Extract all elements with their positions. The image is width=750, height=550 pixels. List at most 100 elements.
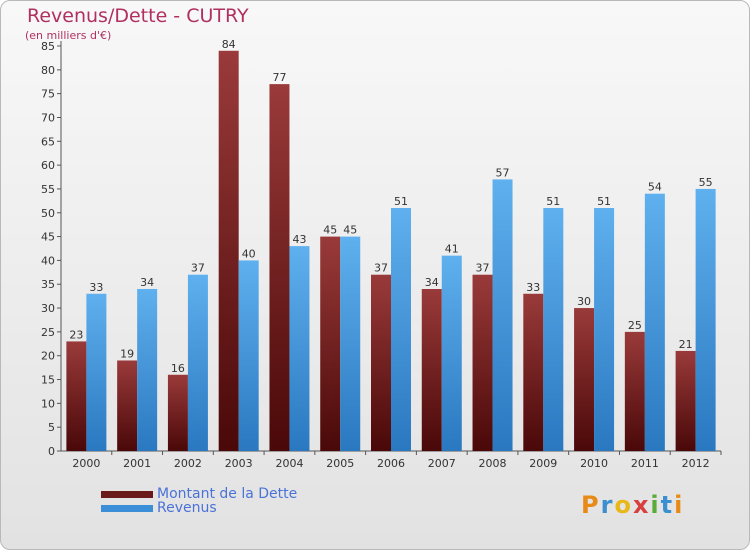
bar-revenus	[289, 246, 310, 451]
x-tick-label: 2010	[580, 457, 608, 470]
bar-dette	[574, 308, 595, 451]
data-label: 34	[140, 276, 154, 289]
bar-revenus	[340, 236, 361, 451]
y-tick-label: 70	[41, 111, 55, 124]
bar-dette	[675, 350, 696, 451]
legend-label-revenus: Revenus	[157, 500, 217, 516]
y-tick-label: 20	[41, 350, 55, 363]
bar-dette	[371, 274, 391, 451]
data-label: 37	[191, 262, 205, 275]
bar-revenus	[543, 208, 564, 451]
data-label: 84	[222, 38, 236, 51]
bar-revenus	[594, 208, 615, 451]
bar-dette	[523, 293, 544, 451]
bar-revenus	[238, 260, 259, 451]
chart-subtitle: (en milliers d'€)	[25, 29, 112, 42]
bar-dette	[472, 274, 493, 451]
logo-letter: t	[660, 491, 675, 519]
data-label: 45	[323, 224, 337, 237]
data-label: 40	[242, 247, 256, 260]
bar-revenus	[492, 179, 513, 452]
logo-letter: i	[650, 491, 661, 519]
logo-letter: o	[614, 491, 633, 519]
bar-revenus	[137, 289, 158, 451]
data-label: 23	[69, 328, 83, 341]
bar-revenus	[644, 193, 665, 452]
x-tick-label: 2007	[428, 457, 456, 470]
x-tick-label: 2002	[174, 457, 202, 470]
logo-letter: i	[674, 491, 685, 519]
y-tick-label: 45	[41, 231, 55, 244]
x-tick-label: 2008	[479, 457, 507, 470]
logo-letter: x	[632, 491, 651, 519]
y-tick-label: 55	[41, 183, 55, 196]
legend-swatch-revenus	[101, 505, 153, 512]
bar-dette	[167, 374, 188, 451]
bar-revenus	[391, 208, 411, 451]
chart-bars	[66, 50, 716, 452]
y-tick-label: 15	[41, 374, 55, 387]
proxiti-logo: Proxiti	[581, 491, 684, 519]
y-tick-label: 85	[41, 40, 55, 53]
data-label: 51	[546, 195, 560, 208]
logo-letter: P	[581, 491, 601, 519]
data-label: 16	[171, 362, 185, 375]
x-tick-label: 2000	[72, 457, 100, 470]
y-tick-label: 50	[41, 207, 55, 220]
data-label: 77	[272, 71, 286, 84]
y-tick-label: 5	[48, 421, 55, 434]
data-label: 54	[648, 181, 662, 194]
data-label: 51	[597, 195, 611, 208]
data-label: 30	[577, 295, 591, 308]
bar-dette	[218, 50, 239, 451]
bar-revenus	[86, 293, 107, 451]
data-label: 51	[394, 195, 408, 208]
y-tick-label: 30	[41, 302, 55, 315]
x-tick-label: 2004	[275, 457, 303, 470]
bar-dette	[421, 289, 442, 451]
y-tick-label: 40	[41, 254, 55, 267]
y-tick-label: 60	[41, 159, 55, 172]
bar-revenus	[695, 188, 716, 452]
data-label: 33	[89, 281, 103, 294]
data-label: 41	[445, 243, 459, 256]
data-label: 21	[679, 338, 693, 351]
y-tick-label: 75	[41, 88, 55, 101]
legend-label-dette: Montant de la Dette	[157, 486, 298, 502]
data-label: 19	[120, 347, 134, 360]
bar-dette	[66, 341, 87, 451]
data-label: 55	[699, 176, 713, 189]
data-label: 45	[343, 224, 357, 237]
data-label: 33	[526, 281, 540, 294]
bar-dette	[269, 84, 290, 451]
x-tick-label: 2005	[326, 457, 354, 470]
legend-swatch-dette	[101, 491, 153, 498]
bar-revenus	[187, 274, 208, 451]
bar-revenus	[441, 255, 462, 451]
logo-letter: r	[600, 491, 615, 519]
y-tick-label: 0	[48, 445, 55, 458]
bar-dette	[117, 360, 138, 451]
y-tick-label: 10	[41, 397, 55, 410]
chart-data-labels: 23 19 16 84 77 45 37 34 37 33 30 25 21 33 34 37 40 43 45 51…	[69, 38, 712, 375]
data-label: 37	[476, 262, 490, 275]
y-tick-label: 65	[41, 135, 55, 148]
bar-dette	[624, 331, 645, 451]
data-label: 25	[628, 319, 642, 332]
data-label: 37	[374, 262, 388, 275]
data-label: 34	[425, 276, 439, 289]
data-label: 43	[292, 233, 306, 246]
x-tick-label: 2003	[225, 457, 253, 470]
data-label: 57	[496, 166, 510, 179]
y-tick-label: 80	[41, 64, 55, 77]
chart-title: Revenus/Dette - CUTRY	[27, 5, 249, 27]
x-tick-label: 2011	[631, 457, 659, 470]
x-tick-label: 2009	[529, 457, 557, 470]
x-tick-label: 2001	[123, 457, 151, 470]
x-tick-label: 2012	[682, 457, 710, 470]
y-tick-label: 25	[41, 326, 55, 339]
y-tick-label: 35	[41, 278, 55, 291]
bar-dette	[320, 236, 341, 451]
